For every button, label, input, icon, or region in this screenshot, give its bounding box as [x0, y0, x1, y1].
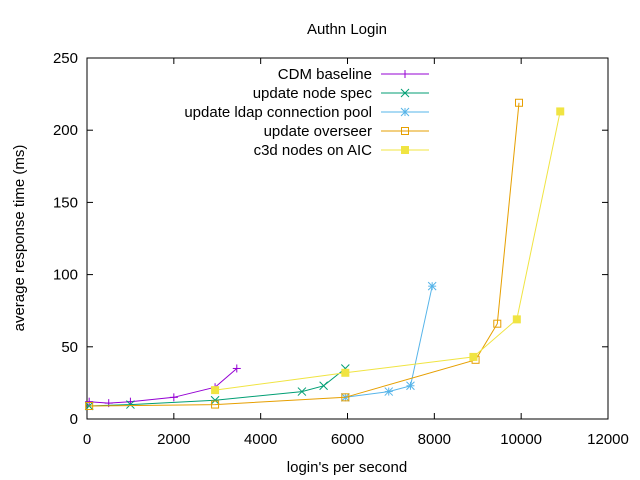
data-point [493, 319, 502, 328]
y-axis-label: average response time (ms) [11, 145, 28, 332]
y-tick-label: 250 [53, 50, 78, 67]
data-point [126, 400, 135, 409]
data-point [556, 107, 565, 116]
data-point [84, 401, 94, 411]
data-point [427, 281, 437, 291]
legend-label: c3d nodes on AIC [254, 142, 373, 159]
x-tick-label: 4000 [244, 431, 277, 448]
y-tick-label: 150 [53, 194, 78, 211]
y-tick-label: 200 [53, 122, 78, 139]
legend: CDM baseline update node spec update ldap … [184, 66, 429, 159]
legend-marker [401, 70, 409, 78]
data-point [384, 387, 394, 396]
series-line [89, 102, 520, 407]
data-point [469, 352, 478, 361]
series-1 [84, 364, 350, 411]
legend-marker [401, 146, 409, 154]
data-point [85, 402, 94, 411]
y-tick-label: 0 [70, 411, 78, 428]
chart-title: Authn Login [307, 21, 387, 38]
data-point [512, 315, 521, 324]
series-line [89, 368, 346, 407]
y-tick-label: 50 [61, 339, 78, 356]
x-tick-label: 10000 [500, 431, 542, 448]
data-point [297, 387, 307, 396]
data-point [319, 381, 328, 391]
data-point [211, 400, 220, 409]
y-tick-label: 100 [53, 267, 78, 284]
x-tick-label: 2000 [157, 431, 190, 448]
legend-label: update ldap connection pool [184, 104, 372, 121]
legend-label: CDM baseline [278, 66, 372, 83]
legend-label: update overseer [264, 123, 372, 140]
x-axis: 0 2000 4000 6000 8000 10000 12000 [83, 58, 629, 448]
series-layer [84, 98, 565, 411]
x-tick-label: 0 [83, 431, 91, 448]
legend-label: update node spec [253, 85, 373, 102]
data-point [85, 397, 94, 406]
legend-marker [401, 127, 409, 135]
x-axis-label: login's per second [287, 459, 407, 476]
legend-marker [400, 107, 410, 117]
data-point [232, 364, 241, 373]
x-tick-label: 6000 [331, 431, 364, 448]
data-point [406, 381, 415, 391]
series-2 [340, 281, 437, 402]
legend-marker [400, 88, 410, 98]
data-point [341, 368, 350, 377]
x-tick-label: 8000 [418, 431, 451, 448]
data-point [514, 98, 523, 107]
series-line [345, 286, 433, 398]
series-3 [85, 98, 523, 411]
x-tick-label: 12000 [587, 431, 629, 448]
data-point [169, 393, 178, 402]
y-axis: 0 50 100 150 200 250 [53, 50, 608, 428]
data-point [210, 395, 220, 405]
data-point [341, 393, 350, 402]
series-4 [211, 107, 565, 395]
data-point [211, 386, 220, 395]
